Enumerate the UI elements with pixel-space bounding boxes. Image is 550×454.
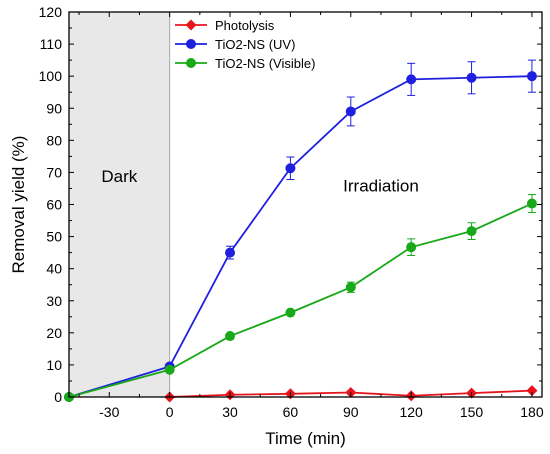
- y-tick-label: 90: [46, 100, 62, 116]
- y-tick-label: 40: [46, 261, 62, 277]
- x-tick-label: 120: [399, 404, 423, 420]
- legend-item-2: TiO2-NS (Visible): [175, 56, 315, 71]
- legend-item-1: TiO2-NS (UV): [175, 37, 295, 52]
- y-axis-title: Removal yield (%): [9, 136, 28, 274]
- legend-swatch-marker: [185, 19, 197, 31]
- series-2-point: [406, 242, 417, 253]
- y-tick-label: 50: [46, 229, 62, 245]
- series-2-point: [526, 198, 537, 209]
- legend-label: Photolysis: [215, 18, 275, 33]
- series-1-point: [225, 247, 236, 258]
- series-2-point: [466, 226, 477, 237]
- legend-swatch-marker: [186, 39, 196, 49]
- x-tick-label: 90: [343, 404, 359, 420]
- series-1-point: [406, 74, 417, 85]
- x-tick-label: 30: [222, 404, 238, 420]
- y-tick-label: 10: [46, 357, 62, 373]
- x-tick-label: 0: [166, 404, 174, 420]
- series-2-point: [225, 331, 236, 342]
- y-tick-label: 0: [54, 389, 62, 405]
- series-2-point: [285, 307, 296, 318]
- legend-label: TiO2-NS (Visible): [215, 56, 315, 71]
- annotation-0: Dark: [101, 167, 137, 186]
- series-1-point: [466, 72, 477, 83]
- y-tick-label: 110: [40, 36, 63, 52]
- x-axis-title: Time (min): [265, 429, 346, 448]
- y-tick-label: 60: [46, 197, 62, 213]
- series-2-point: [164, 364, 175, 375]
- x-tick-label: -30: [99, 404, 119, 420]
- series-2-line: [68, 202, 533, 398]
- series-2-point: [345, 282, 356, 293]
- y-tick-label: 30: [46, 293, 62, 309]
- y-tick-label: 70: [46, 164, 62, 180]
- legend-label: TiO2-NS (UV): [215, 37, 295, 52]
- x-tick-label: 150: [460, 404, 484, 420]
- series-1-point: [526, 71, 537, 82]
- series-0-point: [526, 385, 538, 397]
- series-1-point: [285, 163, 296, 174]
- series-1-point: [345, 106, 356, 117]
- annotation-1: Irradiation: [343, 177, 419, 196]
- x-tick-label: 60: [283, 404, 299, 420]
- legend-swatch-marker: [186, 58, 196, 68]
- dark-region: [69, 12, 170, 397]
- y-tick-label: 100: [39, 68, 63, 84]
- y-tick-label: 80: [46, 132, 62, 148]
- series-2: [64, 194, 537, 402]
- legend-item-0: Photolysis: [175, 18, 275, 33]
- y-tick-label: 20: [46, 325, 62, 341]
- x-tick-label: 180: [520, 404, 544, 420]
- series-1-line: [68, 75, 532, 398]
- y-tick-label: 120: [39, 4, 63, 20]
